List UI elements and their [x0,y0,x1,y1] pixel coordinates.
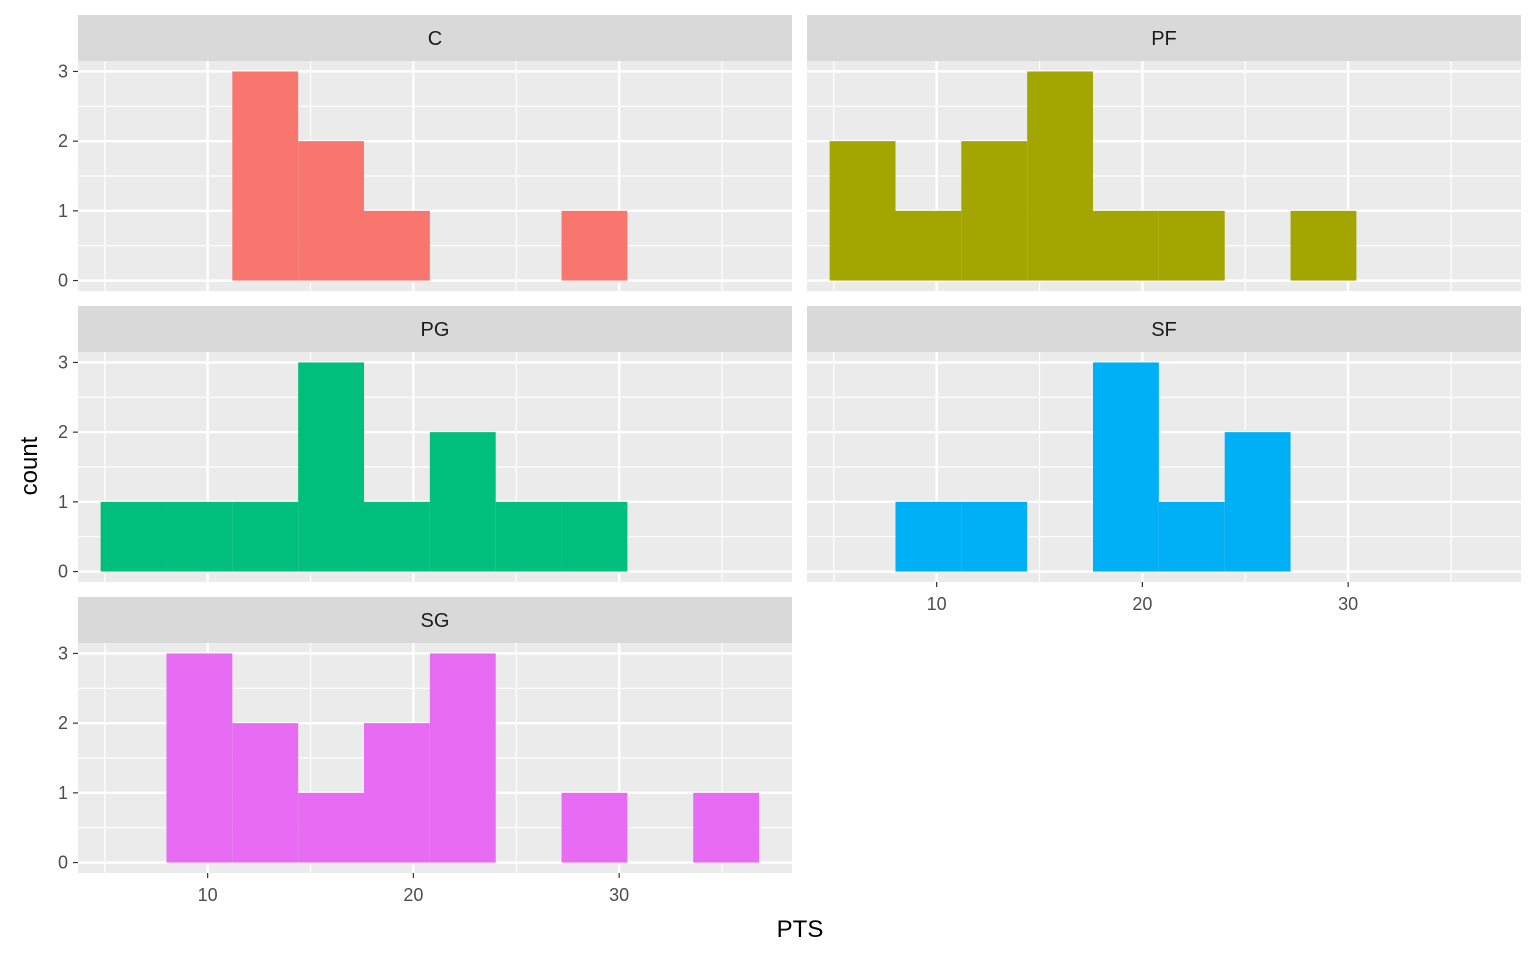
bar-sf-bin-4 [1093,362,1159,572]
bar-sg-bin-1 [166,653,233,863]
bar-pf-bin-2 [961,141,1028,281]
y-tick-label: 3 [58,61,68,81]
bar-sf-bin-6 [1224,432,1291,572]
bar-pg-bin-3 [298,362,365,572]
facet-label-pf: PF [1151,28,1177,50]
bar-c-bin-2 [232,71,299,281]
bar-sg-bin-4 [364,723,430,863]
bar-sg-bin-5 [429,653,496,863]
y-tick-label: 0 [58,562,68,582]
facet-panel-sg: SG 0 1 2 3 10 20 30 [58,597,792,905]
bar-sf-bin-2 [961,501,1028,572]
x-tick-label: 20 [1132,594,1152,614]
bar-c-bin-4 [364,210,430,281]
facet-strip-sf [807,306,1521,352]
facet-panel-pf: PF [807,15,1521,291]
y-tick-label: 3 [58,352,68,372]
facet-label-pg: PG [421,319,450,341]
bar-c-bin-7 [561,210,628,281]
bar-pg-bin-6 [495,501,562,572]
x-axis-title: PTS [777,916,824,943]
bar-pg-bin-5 [429,432,496,572]
x-tick-label: 20 [403,885,423,905]
y-tick-label: 2 [58,713,68,733]
facet-strip-c [78,15,792,61]
facet-strip-pg [78,306,792,352]
y-tick-label: 0 [58,271,68,291]
bar-pf-bin-0 [829,141,896,281]
bar-pf-bin-7 [1290,210,1357,281]
bar-pg-bin-2 [232,501,299,572]
x-tick-label: 30 [1338,594,1358,614]
facet-label-sf: SF [1151,319,1177,341]
bar-pf-bin-4 [1093,210,1159,281]
bar-sg-bin-3 [298,792,365,863]
y-tick-label: 1 [58,783,68,803]
bar-pg-bin-4 [364,501,430,572]
bar-c-bin-3 [298,141,365,281]
facet-label-sg: SG [421,610,450,632]
bar-sf-bin-1 [895,501,962,572]
bar-pf-bin-3 [1027,71,1094,281]
facet-panel-c: C 0 1 2 3 [58,15,792,291]
y-tick-label: 1 [58,492,68,512]
bar-pg-bin-0 [100,501,167,572]
facet-panel-pg: PG 0 1 2 3 [58,306,792,582]
bar-sg-bin-7 [561,792,628,863]
y-tick-label: 2 [58,422,68,442]
y-tick-label: 1 [58,201,68,221]
facet-panel-sf: SF 10 20 30 [807,306,1521,614]
bar-pg-bin-7 [561,501,628,572]
facet-label-c: C [428,28,442,50]
x-tick-label: 10 [198,885,218,905]
x-tick-label: 30 [609,885,629,905]
facet-strip-sg [78,597,792,643]
bar-pf-bin-5 [1158,210,1225,281]
facet-strip-pf [807,15,1521,61]
y-tick-label: 3 [58,643,68,663]
bar-sg-bin-2 [232,723,299,863]
bar-pf-bin-1 [895,210,962,281]
y-tick-label: 0 [58,853,68,873]
y-axis-title: count [16,436,43,495]
bar-sg-bin-9 [693,792,760,863]
y-tick-label: 2 [58,131,68,151]
bar-pg-bin-1 [166,501,233,572]
bar-sf-bin-5 [1158,501,1225,572]
x-tick-label: 10 [927,594,947,614]
